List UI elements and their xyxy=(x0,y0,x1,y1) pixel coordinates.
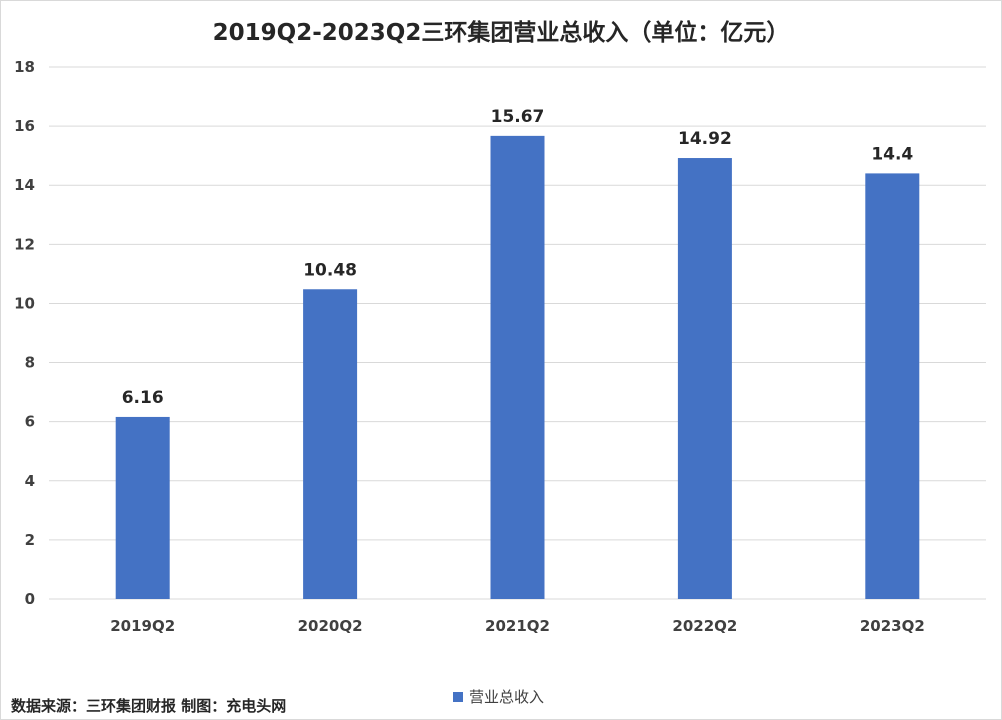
chart-title: 2019Q2-2023Q2三环集团营业总收入（单位：亿元） xyxy=(212,20,790,46)
x-tick-label: 2022Q2 xyxy=(672,617,737,635)
y-tick-label: 12 xyxy=(14,235,35,253)
bar xyxy=(490,135,545,599)
y-tick-label: 2 xyxy=(25,531,35,549)
bar xyxy=(677,158,732,599)
x-tick-label: 2021Q2 xyxy=(485,617,550,635)
data-label: 15.67 xyxy=(491,107,545,127)
x-tick-label: 2023Q2 xyxy=(860,617,925,635)
data-label: 14.4 xyxy=(871,144,913,164)
data-label: 14.92 xyxy=(678,129,732,149)
data-label: 6.16 xyxy=(122,388,164,408)
y-tick-label: 16 xyxy=(14,117,35,135)
y-tick-label: 10 xyxy=(14,294,35,312)
legend-swatch xyxy=(453,691,463,702)
data-label: 10.48 xyxy=(303,260,357,280)
bar xyxy=(865,173,920,599)
y-tick-label: 0 xyxy=(25,590,35,608)
bar xyxy=(115,416,170,599)
legend: 营业总收入 xyxy=(453,686,544,707)
legend-label: 营业总收入 xyxy=(469,688,545,706)
bar xyxy=(303,289,358,599)
y-tick-label: 18 xyxy=(14,58,35,76)
y-tick-label: 6 xyxy=(25,413,35,431)
x-tick-label: 2020Q2 xyxy=(298,617,363,635)
y-tick-label: 8 xyxy=(25,354,35,372)
source-note: 数据来源：三环集团财报 制图：充电头网 xyxy=(11,697,287,715)
y-tick-label: 14 xyxy=(14,176,35,194)
y-tick-label: 4 xyxy=(25,472,35,490)
x-tick-label: 2019Q2 xyxy=(110,617,175,635)
